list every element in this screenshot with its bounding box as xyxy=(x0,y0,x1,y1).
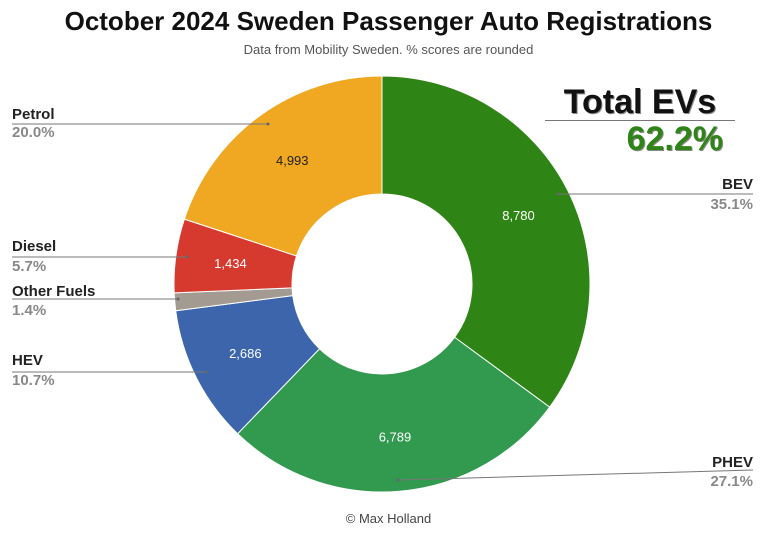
value-label-bev: 8,780 xyxy=(502,208,535,223)
legend-percent-bev: 35.1% xyxy=(710,196,753,213)
chart-subtitle: Data from Mobility Sweden. % scores are … xyxy=(243,42,534,57)
slice-petrol xyxy=(183,75,383,257)
leader-dot-bev xyxy=(556,192,560,196)
legend-percent-other-fuels: 1.4% xyxy=(12,302,47,319)
leader-dot-other-fuels xyxy=(176,297,180,301)
slice-bev xyxy=(381,75,591,408)
credit-text: © Max Holland xyxy=(345,511,432,526)
value-label-petrol: 4,993 xyxy=(276,153,309,168)
legend-percent-diesel: 5.7% xyxy=(12,258,47,275)
leader-dot-phev xyxy=(396,478,400,482)
value-label-diesel: 1,434 xyxy=(214,256,247,271)
slice-phev xyxy=(236,336,551,493)
total-evs-label: Total EVs xyxy=(563,83,717,121)
legend-percent-hev: 10.7% xyxy=(12,372,55,389)
legend-name-other-fuels: Other Fuels xyxy=(12,283,96,300)
legend-name-phev: PHEV xyxy=(712,454,753,471)
total-evs-value: 62.2% xyxy=(626,120,723,158)
leader-dot-hev xyxy=(205,370,209,374)
legend-name-petrol: Petrol xyxy=(12,106,55,123)
legend-name-bev: BEV xyxy=(722,176,753,193)
leader-line-phev xyxy=(397,469,754,481)
leader-dot-petrol xyxy=(266,122,270,126)
legend-name-hev: HEV xyxy=(12,352,43,369)
total-evs-annotation: Total EVs 62.2% xyxy=(545,84,735,157)
value-label-hev: 2,686 xyxy=(229,346,262,361)
legend-percent-petrol: 20.0% xyxy=(12,124,55,141)
chart-title: October 2024 Sweden Passenger Auto Regis… xyxy=(64,6,713,36)
leader-dot-diesel xyxy=(185,255,189,259)
value-label-phev: 6,789 xyxy=(379,429,412,444)
total-evs-divider xyxy=(545,120,735,121)
legend-percent-phev: 27.1% xyxy=(710,473,753,490)
legend-name-diesel: Diesel xyxy=(12,238,57,255)
